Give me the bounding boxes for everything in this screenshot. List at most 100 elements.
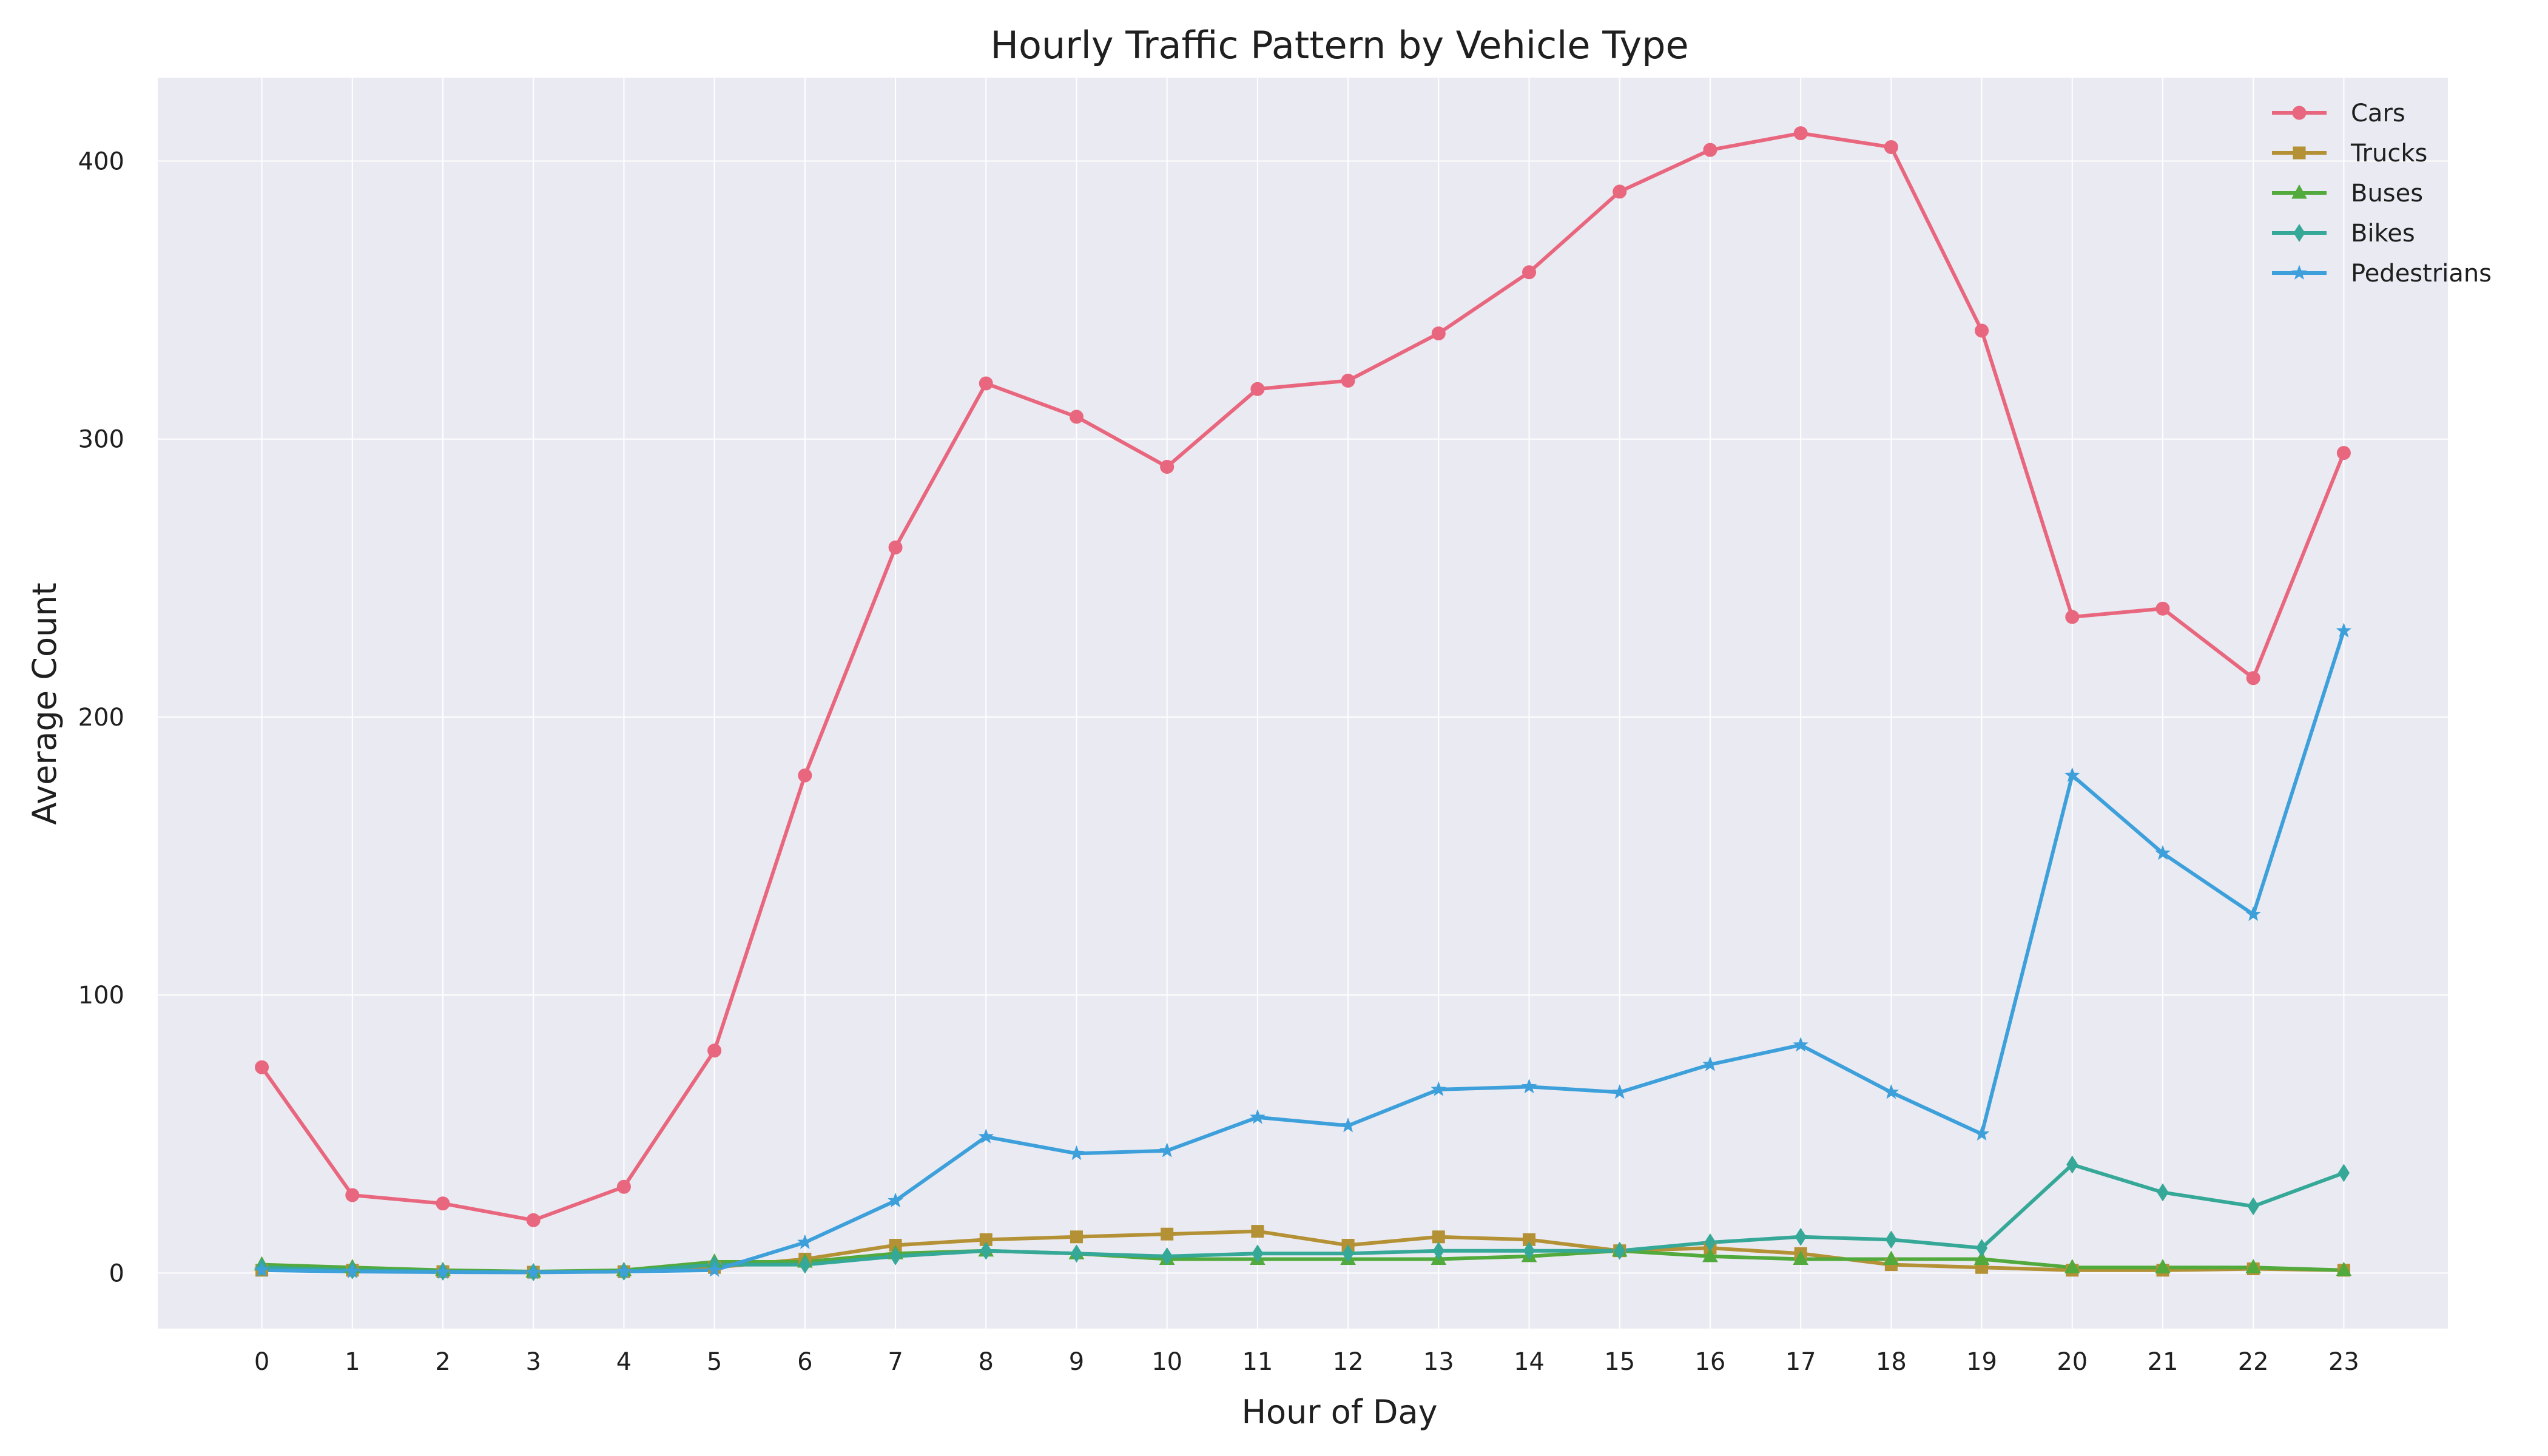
legend-marker-buses <box>2291 184 2307 199</box>
data-point-cars <box>979 376 993 391</box>
data-point-pedestrians <box>1068 1145 1085 1161</box>
x-tick-label: 2 <box>435 1348 450 1376</box>
x-tick-label: 1 <box>345 1348 360 1376</box>
data-point-cars <box>1703 143 1717 157</box>
data-point-cars <box>888 540 903 554</box>
data-point-pedestrians <box>616 1263 632 1278</box>
data-point-pedestrians <box>1250 1109 1266 1124</box>
data-point-pedestrians <box>2336 622 2352 638</box>
data-point-bikes <box>799 1255 811 1274</box>
data-point-pedestrians <box>706 1262 723 1277</box>
data-point-cars <box>436 1196 450 1211</box>
data-point-pedestrians <box>978 1128 994 1144</box>
data-point-bikes <box>980 1241 992 1260</box>
x-axis-label: Hour of Day <box>1241 1393 1437 1431</box>
legend-marker-pedestrians <box>2291 265 2307 280</box>
data-point-cars <box>2336 446 2351 460</box>
series-line-pedestrians <box>260 629 2346 1275</box>
data-point-pedestrians <box>254 1262 270 1277</box>
data-point-bikes <box>2066 1155 2078 1174</box>
x-tick-label: 16 <box>1694 1348 1725 1376</box>
data-point-pedestrians <box>525 1264 542 1279</box>
data-point-cars <box>1341 373 1355 388</box>
legend-marker-trucks <box>2293 146 2306 160</box>
data-point-bikes <box>1523 1241 1535 1260</box>
data-point-buses <box>2064 1259 2080 1273</box>
x-tick-label: 14 <box>1514 1348 1545 1376</box>
data-point-cars <box>2246 671 2260 686</box>
y-tick-label: 0 <box>109 1259 124 1287</box>
data-point-bikes <box>2157 1183 2169 1202</box>
legend-marker-cars <box>2292 106 2307 120</box>
x-tick-label: 3 <box>525 1348 541 1376</box>
data-point-cars <box>1160 460 1175 474</box>
data-point-pedestrians <box>345 1263 360 1278</box>
data-point-buses <box>1793 1250 1808 1265</box>
x-tick-label: 4 <box>616 1348 632 1376</box>
y-tick-label: 400 <box>78 147 124 175</box>
series-line-cars <box>260 131 2346 1222</box>
x-tick-label: 22 <box>2238 1348 2269 1376</box>
data-point-pedestrians <box>1340 1117 1356 1133</box>
x-tick-label: 7 <box>888 1348 903 1376</box>
data-point-trucks <box>1432 1230 1445 1244</box>
data-point-pedestrians <box>2155 844 2171 860</box>
legend: Cars Trucks Buses Bikes Pedestrians <box>2272 99 2492 288</box>
data-point-cars <box>1431 326 1446 341</box>
x-tick-label: 11 <box>1242 1348 1273 1376</box>
data-point-bikes <box>1432 1241 1444 1260</box>
data-point-bikes <box>1975 1239 1988 1258</box>
data-point-bikes <box>1252 1244 1264 1263</box>
legend-label-bikes: Bikes <box>2351 220 2415 248</box>
data-point-cars <box>526 1213 541 1227</box>
x-tick-label: 23 <box>2328 1348 2359 1376</box>
data-point-pedestrians <box>2245 906 2261 922</box>
data-point-cars <box>2065 610 2080 624</box>
data-point-cars <box>616 1179 631 1194</box>
chart-title: Hourly Traffic Pattern by Vehicle Type <box>990 23 1688 67</box>
x-tick-label: 9 <box>1069 1348 1084 1376</box>
x-tick-label: 0 <box>254 1348 269 1376</box>
data-point-buses <box>1973 1250 1990 1265</box>
data-point-buses <box>2336 1261 2352 1276</box>
data-point-pedestrians <box>1973 1125 1990 1141</box>
y-axis-ticks: 0 100 200 300 400 <box>78 147 124 1287</box>
data-point-pedestrians <box>1431 1081 1447 1096</box>
x-tick-label: 6 <box>797 1348 812 1376</box>
data-point-cars <box>798 768 812 783</box>
series-markers <box>254 126 2352 1281</box>
legend-label-pedestrians: Pedestrians <box>2351 260 2492 288</box>
data-point-bikes <box>1704 1233 1716 1252</box>
data-point-cars <box>1613 184 1627 199</box>
y-axis-label: Average Count <box>25 582 64 824</box>
x-tick-label: 21 <box>2148 1348 2179 1376</box>
legend-label-trucks: Trucks <box>2350 140 2427 167</box>
data-point-buses <box>1883 1250 1899 1265</box>
x-tick-label: 10 <box>1151 1348 1182 1376</box>
x-tick-label: 18 <box>1876 1348 1907 1376</box>
data-point-pedestrians <box>1521 1078 1537 1094</box>
data-point-bikes <box>889 1247 902 1266</box>
data-point-pedestrians <box>1793 1037 1808 1052</box>
y-tick-label: 300 <box>78 426 124 454</box>
data-point-bikes <box>2247 1197 2259 1216</box>
legend-label-cars: Cars <box>2351 99 2405 127</box>
data-point-pedestrians <box>2064 767 2080 783</box>
x-tick-label: 5 <box>707 1348 722 1376</box>
x-tick-label: 8 <box>979 1348 994 1376</box>
data-point-buses <box>2155 1259 2171 1273</box>
data-point-bikes <box>1161 1247 1173 1266</box>
data-point-cars <box>255 1060 269 1074</box>
data-point-cars <box>1975 323 1989 338</box>
data-point-buses <box>1702 1247 1718 1262</box>
data-point-pedestrians <box>888 1192 903 1208</box>
data-point-cars <box>345 1188 360 1202</box>
data-point-trucks <box>1070 1230 1083 1244</box>
data-point-cars <box>1522 265 1537 280</box>
data-point-cars <box>1884 140 1898 155</box>
data-point-pedestrians <box>1702 1056 1718 1071</box>
data-point-cars <box>707 1043 722 1058</box>
legend-label-buses: Buses <box>2351 180 2423 207</box>
x-tick-label: 20 <box>2057 1348 2088 1376</box>
